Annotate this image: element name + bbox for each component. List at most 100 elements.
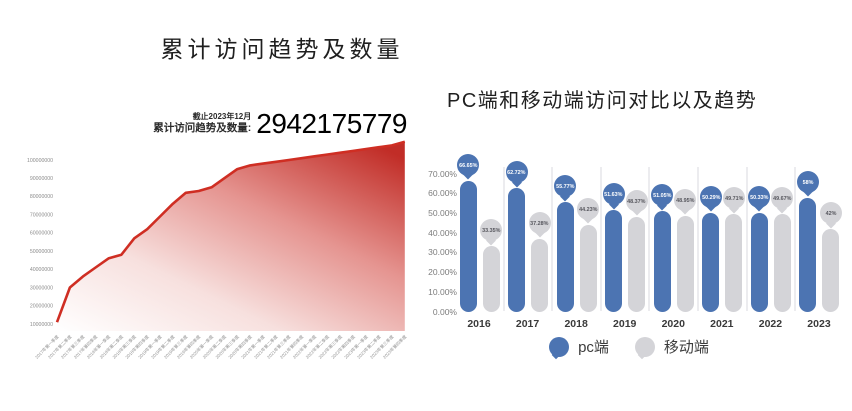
group-separator	[697, 167, 700, 311]
data-label-balloon-mobile-2023: 42%	[819, 202, 842, 225]
data-label-text: 51.63%	[604, 191, 623, 198]
data-label-text: 48.95%	[676, 196, 695, 203]
y-axis-tick-label: 60000000	[30, 231, 53, 237]
data-label-balloon-pc-2021: 50.29%	[699, 185, 722, 208]
chart-legend: pc端 移动端	[426, 336, 852, 357]
stat-metric-label: 累计访问趋势及数量:	[153, 122, 252, 135]
bar-pc-2019	[605, 210, 623, 312]
stat-total-value: 2942175779	[256, 108, 407, 139]
legend-balloon-icon	[634, 336, 655, 357]
bar-plot: 0.00% 10.00% 20.00% 30.00% 40.00% 50.00% 60.00…	[426, 0, 852, 411]
x-axis-year-label: 2017	[515, 318, 540, 330]
legend-label: pc端	[578, 339, 609, 356]
data-label-text: 42%	[825, 210, 837, 217]
y-axis-tick-label: 100000000	[27, 158, 53, 164]
x-axis-year-label: 2016	[467, 318, 491, 330]
data-label-text: 48.37%	[627, 197, 646, 204]
data-label-balloon-mobile-2022: 49.67%	[771, 187, 794, 210]
data-label-text: 49.67%	[773, 195, 792, 202]
x-axis-year-label: 2020	[661, 318, 685, 330]
x-axis-year-label: 2023	[807, 318, 831, 330]
bar-mobile-2021	[725, 214, 743, 312]
data-label-balloon-pc-2020: 51.05%	[651, 184, 674, 207]
y-axis-tick-label: 30000000	[30, 285, 53, 291]
y-axis-tick-label: 80000000	[30, 194, 53, 200]
group-separator	[648, 167, 651, 311]
data-label-balloon-mobile-2019: 48.37%	[625, 189, 648, 212]
data-label-balloon-mobile-2017: 37.28%	[528, 211, 551, 234]
legend-label: 移动端	[663, 339, 709, 356]
legend-item-mobile: 移动端	[634, 336, 709, 357]
x-axis-year-label: 2022	[758, 318, 783, 330]
data-label-text: 50.29%	[701, 193, 721, 200]
bar-pc-2022	[750, 212, 768, 312]
data-label-balloon-pc-2019: 51.63%	[602, 183, 625, 206]
stat-asof-label: 截止2023年12月	[192, 112, 252, 122]
group-separator	[502, 167, 505, 311]
data-label-balloon-mobile-2018: 44.23%	[577, 197, 600, 220]
bar-pc-2017	[508, 188, 526, 312]
cumulative-stat: 截止2023年12月 累计访问趋势及数量: 2942175779	[153, 110, 407, 138]
area-fill	[57, 141, 405, 331]
y-axis-tick-label: 20.00%	[428, 267, 457, 278]
bar-mobile-2016	[482, 246, 500, 312]
y-axis-tick-label: 20000000	[30, 304, 53, 310]
y-axis-tick-label: 50000000	[30, 249, 53, 255]
y-axis-tick-label: 40.00%	[428, 227, 457, 238]
right-chart-title: PC端和移动端访问对比以及趋势	[447, 90, 758, 112]
cumulative-visits-panel: 累计访问趋势及数量 截止2023年12月 累计访问趋势及数量: 29421757…	[27, 36, 409, 360]
y-axis-tick-label: 50.00%	[428, 208, 457, 218]
pc-mobile-panel: PC端和移动端访问对比以及趋势 0.00% 10.00% 20.00% 30.00% 4…	[426, 0, 852, 411]
y-axis-tick-label: 10.00%	[428, 286, 457, 297]
y-axis-tick-label: 70.00%	[428, 168, 457, 179]
data-label-text: 58%	[802, 178, 814, 185]
data-label-balloon-pc-2016: 66.65%	[457, 153, 479, 176]
y-axis-tick-label: 60.00%	[428, 188, 457, 199]
group-separator	[745, 167, 748, 311]
bar-mobile-2023	[822, 229, 840, 312]
legend-item-pc: pc端	[549, 336, 609, 357]
data-label-text: 55.77%	[555, 183, 575, 190]
data-label-balloon-mobile-2021: 49.71%	[722, 187, 745, 210]
data-label-balloon-mobile-2016: 33.35%	[480, 219, 502, 242]
legend-balloon-icon	[549, 336, 570, 357]
bar-mobile-2020	[676, 215, 694, 312]
y-axis-tick-label: 90000000	[30, 176, 53, 182]
data-label-text: 44.23%	[578, 205, 598, 212]
area-chart: 100000000 90000000 80000000 70000000 6000000…	[27, 140, 409, 360]
y-axis-tick-label: 10000000	[30, 322, 53, 328]
group-separator	[794, 167, 797, 311]
y-axis-tick-label: 0.00%	[432, 306, 457, 317]
x-axis-year-label: 2018	[564, 318, 588, 330]
data-label-text: 50.33%	[750, 193, 769, 200]
x-axis-year-label: 2021	[710, 318, 734, 330]
x-axis-year-label: 2019	[613, 318, 637, 330]
data-label-balloon-pc-2023: 58%	[796, 170, 819, 193]
data-label-text: 49.71%	[724, 195, 744, 202]
group-separator	[599, 167, 602, 311]
bar-pc-2020	[653, 211, 671, 312]
bar-pc-2018	[556, 202, 574, 312]
data-label-balloon-pc-2022: 50.33%	[748, 185, 771, 208]
data-label-text: 62.72%	[507, 169, 526, 176]
data-label-text: 51.05%	[653, 192, 672, 199]
bar-pc-2016	[459, 180, 477, 312]
group-separator	[551, 167, 554, 311]
data-label-balloon-pc-2018: 55.77%	[554, 175, 577, 198]
data-label-text: 33.35%	[481, 227, 501, 234]
y-axis-tick-label: 70000000	[30, 212, 53, 218]
bar-mobile-2019	[628, 216, 646, 312]
data-label-text: 66.65%	[458, 161, 478, 168]
left-chart-title: 累计访问趋势及数量	[160, 36, 404, 62]
trend-line	[55, 140, 406, 323]
bar-pc-2023	[799, 197, 817, 312]
data-label-text: 37.28%	[530, 219, 549, 226]
cumulative-stat-labels: 截止2023年12月 累计访问趋势及数量:	[153, 112, 251, 135]
data-label-balloon-pc-2017: 62.72%	[505, 161, 528, 184]
bar-mobile-2022	[773, 214, 791, 312]
y-axis-tick-label: 40000000	[30, 267, 53, 273]
y-axis-tick-label: 30.00%	[428, 247, 457, 258]
bar-pc-2021	[702, 212, 720, 312]
bar-mobile-2017	[531, 238, 549, 312]
